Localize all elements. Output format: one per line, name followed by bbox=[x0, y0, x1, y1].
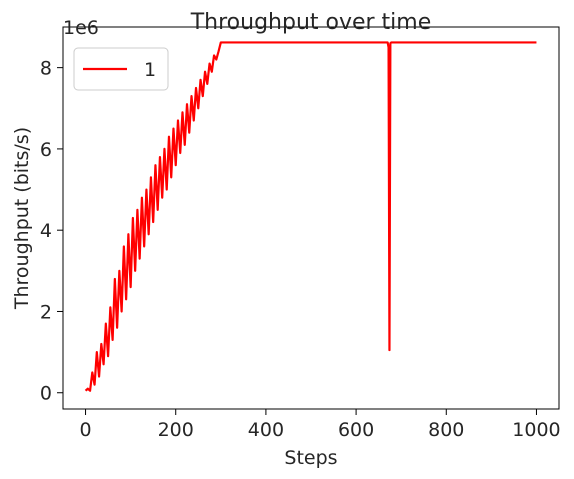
y-tick-label: 8 bbox=[40, 58, 52, 80]
x-tick-label: 600 bbox=[338, 419, 374, 441]
chart-title: Throughput over time bbox=[190, 10, 432, 35]
series-line-1 bbox=[84, 41, 537, 392]
x-tick-label: 400 bbox=[248, 419, 284, 441]
legend: 1 bbox=[73, 47, 169, 91]
x-tick-label: 200 bbox=[158, 419, 194, 441]
x-tick-label: 800 bbox=[428, 419, 464, 441]
y-tick-label: 0 bbox=[40, 383, 52, 405]
y-axis-ticks: 0 2 4 6 8 bbox=[40, 58, 63, 405]
y-tick-label: 2 bbox=[40, 301, 52, 323]
y-tick-label: 4 bbox=[40, 220, 52, 242]
y-axis-label: Throughput (bits/s) bbox=[11, 127, 33, 310]
plot-area bbox=[84, 41, 537, 392]
x-tick-label: 1000 bbox=[512, 419, 560, 441]
y-tick-label: 6 bbox=[40, 139, 52, 161]
x-tick-label: 0 bbox=[79, 419, 91, 441]
axes-frame bbox=[62, 26, 560, 410]
x-axis-label: Steps bbox=[284, 447, 337, 469]
y-axis-offset-label: 1e6 bbox=[63, 17, 99, 39]
x-axis-ticks: 0 200 400 600 800 1000 bbox=[79, 409, 561, 441]
legend-label: 1 bbox=[144, 59, 156, 81]
